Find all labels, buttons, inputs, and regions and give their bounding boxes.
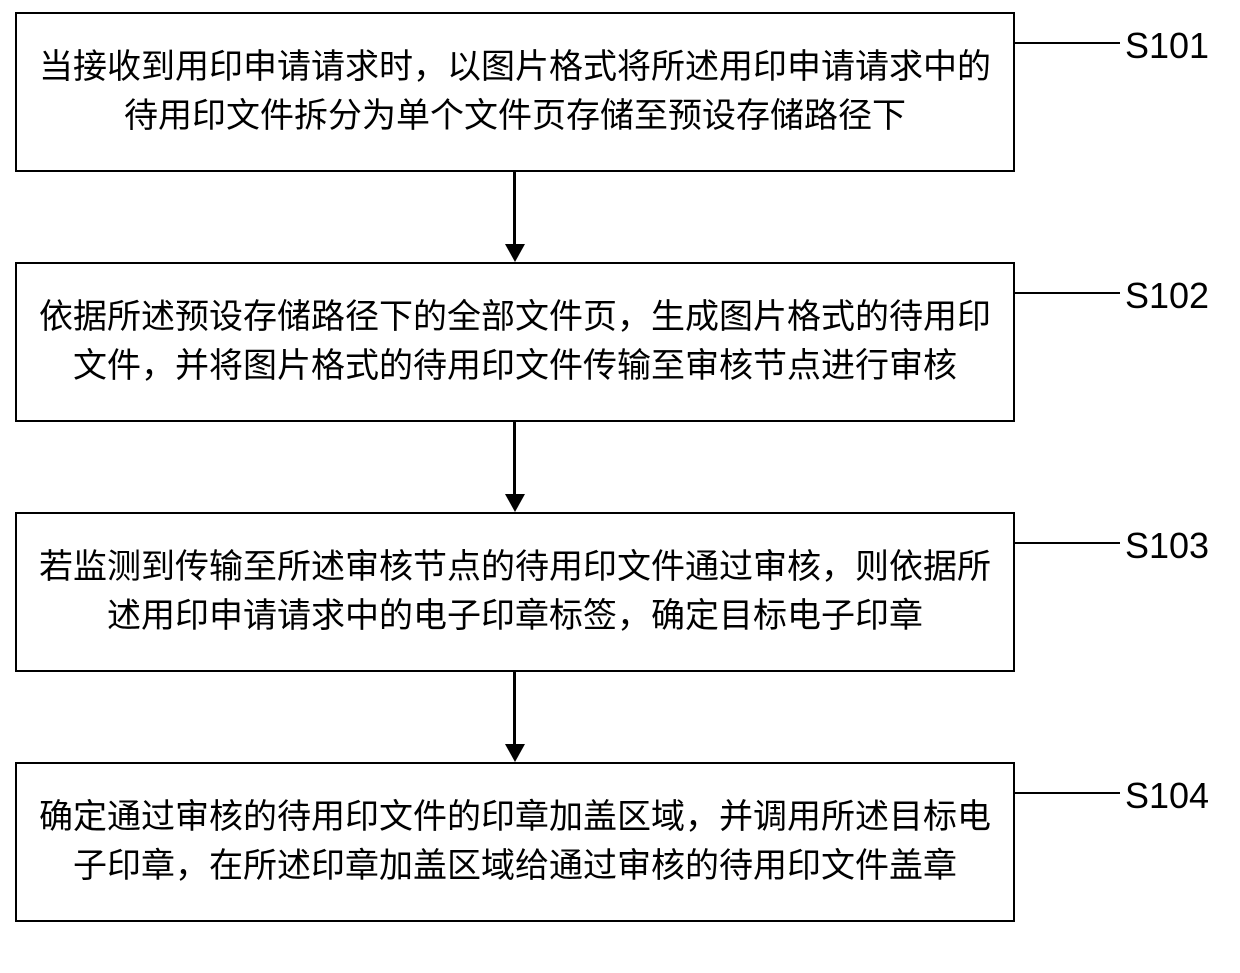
step-label-text: S103 — [1125, 525, 1209, 566]
step-text-s104: 确定通过审核的待用印文件的印章加盖区域，并调用所述目标电子印章，在所述印章加盖区… — [37, 793, 993, 892]
label-connector-s101 — [1015, 42, 1120, 44]
arrow-head-3 — [505, 744, 525, 762]
step-label-text: S104 — [1125, 775, 1209, 816]
step-text-s101: 当接收到用印申请请求时，以图片格式将所述用印申请请求中的待用印文件拆分为单个文件… — [37, 43, 993, 142]
step-box-s103: 若监测到传输至所述审核节点的待用印文件通过审核，则依据所述用印申请请求中的电子印… — [15, 512, 1015, 672]
step-box-s104: 确定通过审核的待用印文件的印章加盖区域，并调用所述目标电子印章，在所述印章加盖区… — [15, 762, 1015, 922]
step-label-text: S102 — [1125, 275, 1209, 316]
step-label-s102: S102 — [1125, 275, 1209, 317]
arrow-line-3 — [513, 672, 516, 744]
step-text-s102: 依据所述预设存储路径下的全部文件页，生成图片格式的待用印文件，并将图片格式的待用… — [37, 293, 993, 392]
arrow-line-1 — [513, 172, 516, 244]
step-box-s101: 当接收到用印申请请求时，以图片格式将所述用印申请请求中的待用印文件拆分为单个文件… — [15, 12, 1015, 172]
step-text-s103: 若监测到传输至所述审核节点的待用印文件通过审核，则依据所述用印申请请求中的电子印… — [37, 543, 993, 642]
arrow-head-2 — [505, 494, 525, 512]
flowchart-container: 当接收到用印申请请求时，以图片格式将所述用印申请请求中的待用印文件拆分为单个文件… — [0, 0, 1240, 973]
step-label-text: S101 — [1125, 25, 1209, 66]
step-box-s102: 依据所述预设存储路径下的全部文件页，生成图片格式的待用印文件，并将图片格式的待用… — [15, 262, 1015, 422]
step-label-s104: S104 — [1125, 775, 1209, 817]
step-label-s101: S101 — [1125, 25, 1209, 67]
label-connector-s103 — [1015, 542, 1120, 544]
label-connector-s104 — [1015, 792, 1120, 794]
step-label-s103: S103 — [1125, 525, 1209, 567]
arrow-head-1 — [505, 244, 525, 262]
arrow-line-2 — [513, 422, 516, 494]
label-connector-s102 — [1015, 292, 1120, 294]
